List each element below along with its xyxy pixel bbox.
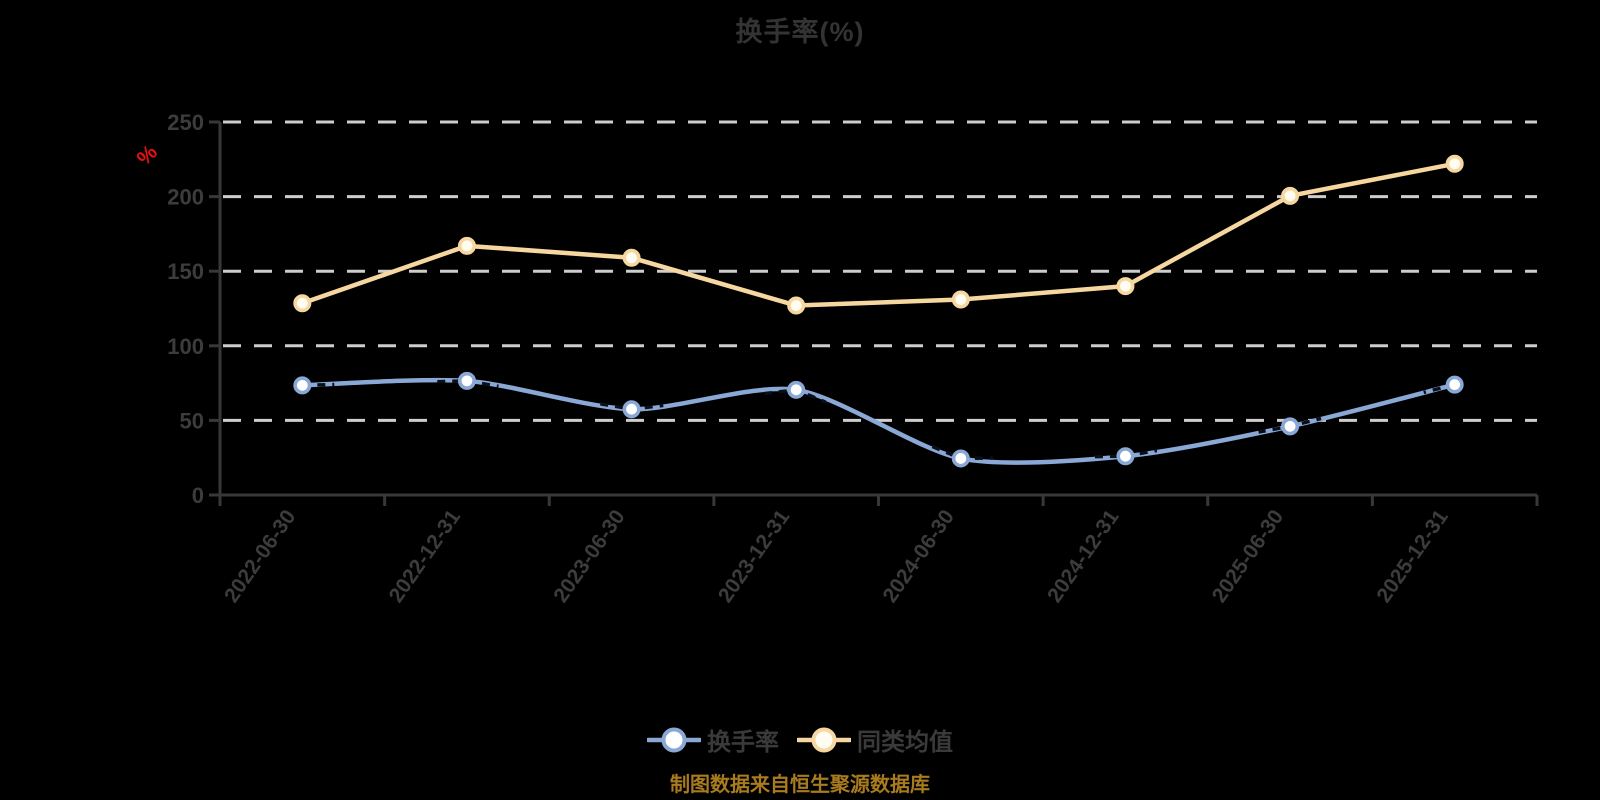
y-tick-label: 250 [167,110,204,135]
data-point-marker-average [951,290,970,309]
y-axis-unit-label: % [133,140,163,170]
data-point-marker-average [1116,277,1135,296]
x-tick-label: 2024-06-30 [878,506,958,607]
chart-legend: 换手率 同类均值 [0,722,1600,757]
data-point-marker-turnover [787,380,806,399]
data-point-marker-average [787,296,806,315]
y-tick-label: 200 [167,185,204,210]
y-tick-label: 50 [180,408,204,433]
legend-marker-turnover [647,727,701,752]
x-tick-label: 2022-06-30 [220,506,300,607]
x-tick-label: 2025-06-30 [1208,506,1288,607]
data-point-marker-average [293,294,312,313]
source-note: 制图数据来自恒生聚源数据库 [670,774,930,796]
data-point-marker-average [1281,186,1300,205]
data-point-marker-turnover [1116,447,1135,466]
data-point-marker-turnover [622,400,641,419]
data-point-marker-average [457,236,476,255]
x-tick-label: 2024-12-31 [1043,505,1124,606]
data-point-marker-turnover [951,449,970,468]
x-tick-label: 2025-12-31 [1372,505,1453,606]
x-tick-label: 2023-12-31 [714,505,795,606]
x-tick-label: 2022-12-31 [385,505,466,606]
x-tick-label: 2023-06-30 [549,506,629,607]
legend-label-turnover: 换手率 [707,729,779,756]
data-point-marker-turnover [1281,417,1300,436]
y-tick-label: 100 [167,334,204,359]
data-point-marker-turnover [457,371,476,390]
data-point-marker-average [622,248,641,267]
data-point-marker-turnover [1445,375,1464,394]
chart-title: 换手率(%) [735,17,865,47]
legend-label-average: 同类均值 [857,729,953,756]
y-tick-label: 150 [167,259,204,284]
data-point-marker-average [1445,154,1464,173]
series-line-average [300,161,1457,308]
legend-item-turnover[interactable]: 换手率 [647,722,779,757]
legend-marker-average [797,727,851,752]
legend-item-average[interactable]: 同类均值 [797,722,953,757]
data-point-marker-turnover [293,376,312,395]
y-tick-label: 0 [192,483,204,508]
